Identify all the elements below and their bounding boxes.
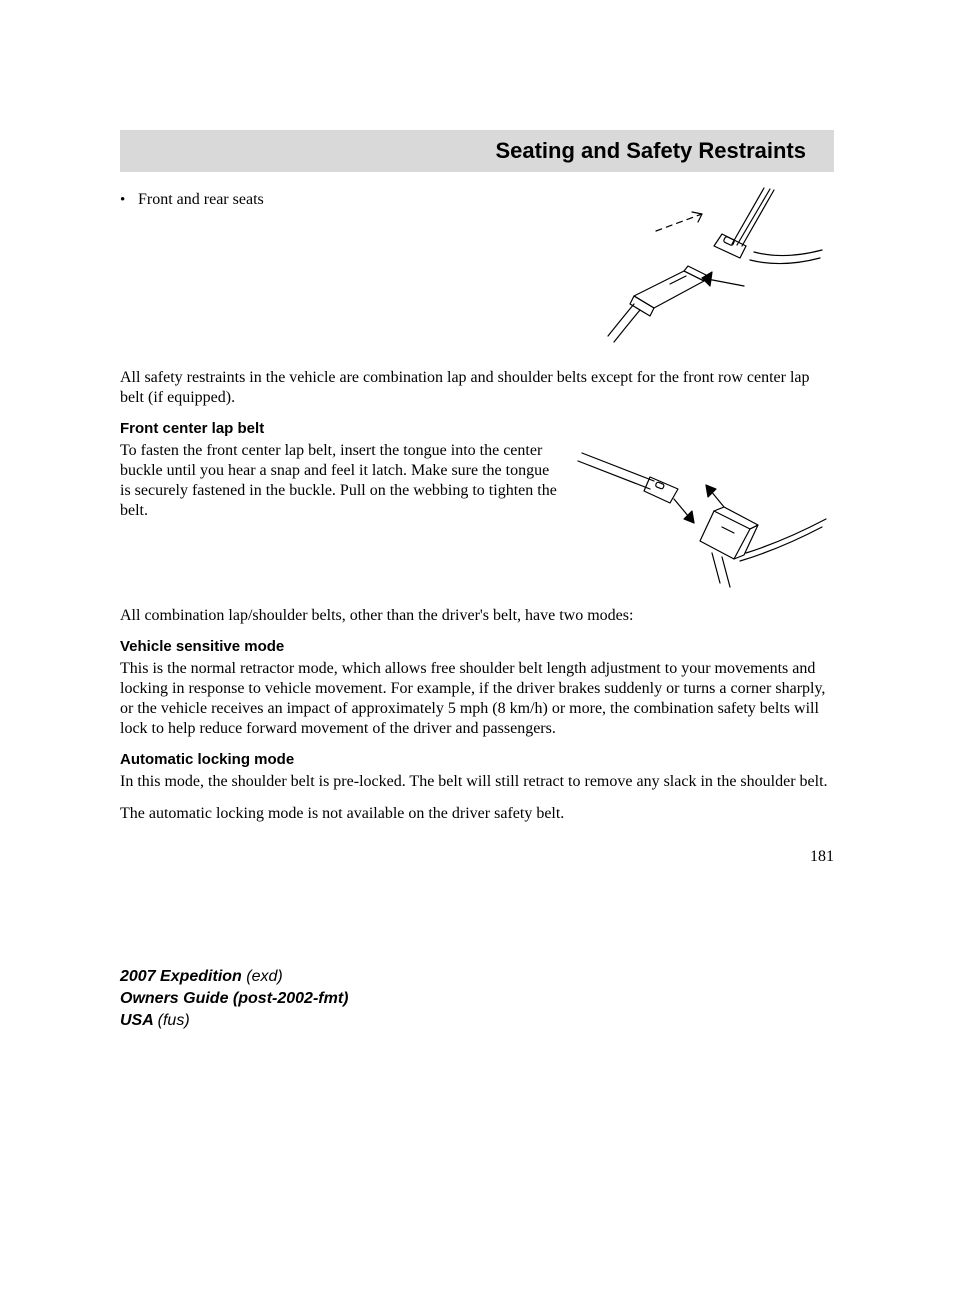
footer-model: 2007 Expedition [120, 968, 246, 985]
footer-region: USA [120, 1012, 158, 1029]
figure-1-row [120, 186, 834, 356]
footer-block: 2007 Expedition (exd) Owners Guide (post… [120, 966, 834, 1032]
figure-2-col [574, 441, 834, 596]
page-title: Seating and Safety Restraints [140, 138, 814, 164]
subhead-vehicle-sensitive: Vehicle sensitive mode [120, 638, 834, 655]
footer-line-3: USA (fus) [120, 1010, 834, 1032]
seatbelt-buckle-illustration [574, 186, 834, 356]
footer-line-1: 2007 Expedition (exd) [120, 966, 834, 988]
footer-line-2: Owners Guide (post-2002-fmt) [120, 988, 834, 1010]
lap-belt-illustration [574, 441, 834, 591]
section3-text1: In this mode, the shoulder belt is pre-l… [120, 772, 834, 792]
section2-text: This is the normal retractor mode, which… [120, 659, 834, 739]
subhead-front-center: Front center lap belt [120, 420, 834, 437]
page-number: 181 [120, 848, 834, 866]
section1-row: To fasten the front center lap belt, ins… [120, 441, 834, 596]
section3-text2: The automatic locking mode is not availa… [120, 804, 834, 824]
paragraph-intro: All safety restraints in the vehicle are… [120, 368, 834, 408]
paragraph-modes: All combination lap/shoulder belts, othe… [120, 606, 834, 626]
section1-text-col: To fasten the front center lap belt, ins… [120, 441, 558, 596]
footer-model-code: (exd) [246, 968, 282, 985]
document-page: Seating and Safety Restraints • Front an… [0, 0, 954, 1310]
section1-text: To fasten the front center lap belt, ins… [120, 441, 558, 521]
subhead-automatic-locking: Automatic locking mode [120, 751, 834, 768]
footer-region-code: (fus) [158, 1012, 190, 1029]
bullet-marker: • [120, 190, 138, 210]
bullet-text: Front and rear seats [138, 190, 264, 210]
header-band: Seating and Safety Restraints [120, 130, 834, 172]
